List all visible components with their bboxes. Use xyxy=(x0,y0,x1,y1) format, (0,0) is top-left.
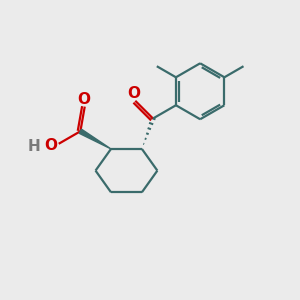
Text: O: O xyxy=(44,138,57,153)
Polygon shape xyxy=(79,129,111,149)
Text: O: O xyxy=(127,86,140,101)
Text: H: H xyxy=(27,139,40,154)
Text: O: O xyxy=(77,92,90,107)
